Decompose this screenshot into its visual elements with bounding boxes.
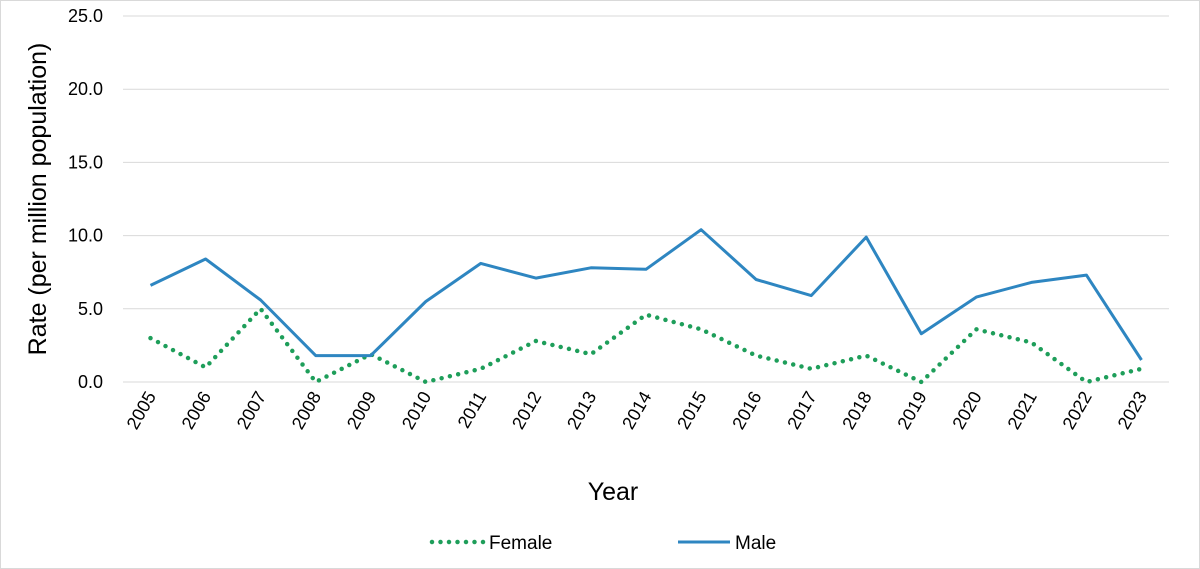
series-line-male — [149, 228, 1143, 361]
x-axis-tick-labels: 2005 2006 2007 2008 2009 2010 2011 2012 2013 2014… — [123, 388, 1151, 433]
x-tick-label: 2005 — [123, 388, 160, 433]
x-tick-label: 2009 — [343, 388, 380, 433]
x-tick-label: 2023 — [1114, 388, 1151, 433]
x-tick-label: 2020 — [948, 388, 985, 433]
x-tick-label: 2008 — [288, 388, 325, 433]
y-tick-label: 10.0 — [68, 226, 103, 246]
legend-label-male: Male — [735, 533, 776, 554]
y-tick-label: 0.0 — [78, 372, 103, 392]
x-tick-label: 2011 — [454, 388, 491, 432]
x-tick-label: 2022 — [1059, 388, 1096, 433]
x-tick-label: 2018 — [838, 388, 875, 433]
y-tick-label: 20.0 — [68, 79, 103, 99]
y-axis-title: Rate (per million population) — [24, 43, 52, 356]
y-tick-label: 5.0 — [78, 299, 103, 319]
series-layer — [148, 228, 1144, 385]
x-tick-label: 2016 — [728, 388, 765, 433]
x-tick-label: 2014 — [618, 388, 655, 433]
x-tick-label: 2006 — [178, 388, 215, 433]
x-tick-label: 2013 — [563, 388, 600, 433]
x-tick-label: 2007 — [233, 388, 270, 433]
x-tick-label: 2012 — [508, 388, 545, 433]
y-tick-label: 25.0 — [68, 6, 103, 26]
x-axis-title: Year — [588, 478, 639, 506]
x-tick-label: 2010 — [398, 388, 435, 433]
x-tick-label: 2015 — [673, 388, 710, 433]
series-line-female — [148, 306, 1144, 385]
legend: Female Male — [429, 533, 776, 554]
x-tick-label: 2017 — [783, 388, 820, 433]
x-tick-label: 2021 — [1003, 388, 1040, 433]
y-tick-label: 15.0 — [68, 152, 103, 172]
y-axis-tick-labels: 0.0 5.0 10.0 15.0 20.0 25.0 — [68, 6, 103, 392]
legend-label-female: Female — [489, 533, 552, 554]
x-tick-label: 2019 — [893, 388, 930, 433]
gridlines — [123, 15, 1169, 383]
